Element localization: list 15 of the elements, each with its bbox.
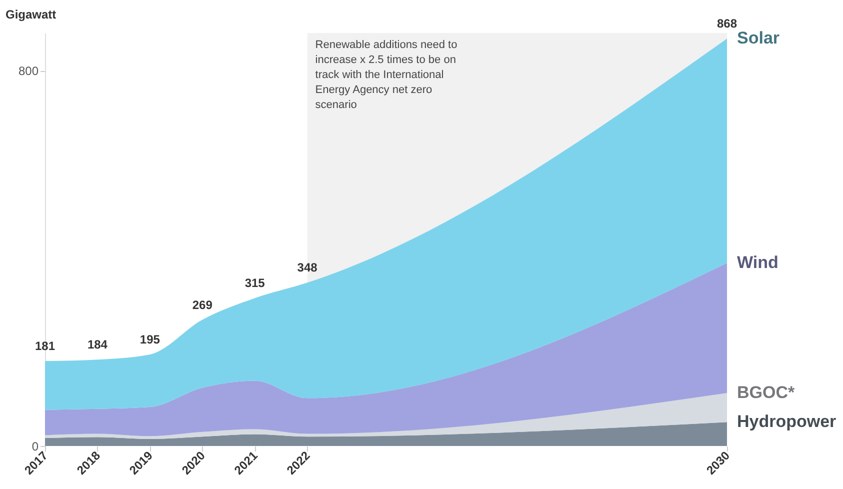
total-label: 315 bbox=[244, 276, 266, 290]
total-label: 181 bbox=[34, 339, 56, 354]
series-label: Hydropower bbox=[737, 412, 837, 432]
total-label: 348 bbox=[297, 260, 318, 275]
series-label: Wind bbox=[737, 252, 778, 272]
y-tick-label: 0 bbox=[32, 440, 39, 454]
y-tick-label: 800 bbox=[18, 64, 39, 78]
band-label: Renewable additions need to increase x 2.5 times to be on track with the International Energy Agency net zero scenario bbox=[315, 39, 458, 111]
series-label: BGOC* bbox=[737, 382, 795, 402]
series-label: Solar bbox=[737, 28, 780, 48]
y-axis-title: Gigawatt bbox=[6, 8, 56, 22]
total-label: 195 bbox=[140, 332, 160, 346]
total-label: 868 bbox=[716, 16, 738, 31]
total-label: 184 bbox=[87, 338, 108, 352]
total-label: 269 bbox=[192, 298, 213, 312]
